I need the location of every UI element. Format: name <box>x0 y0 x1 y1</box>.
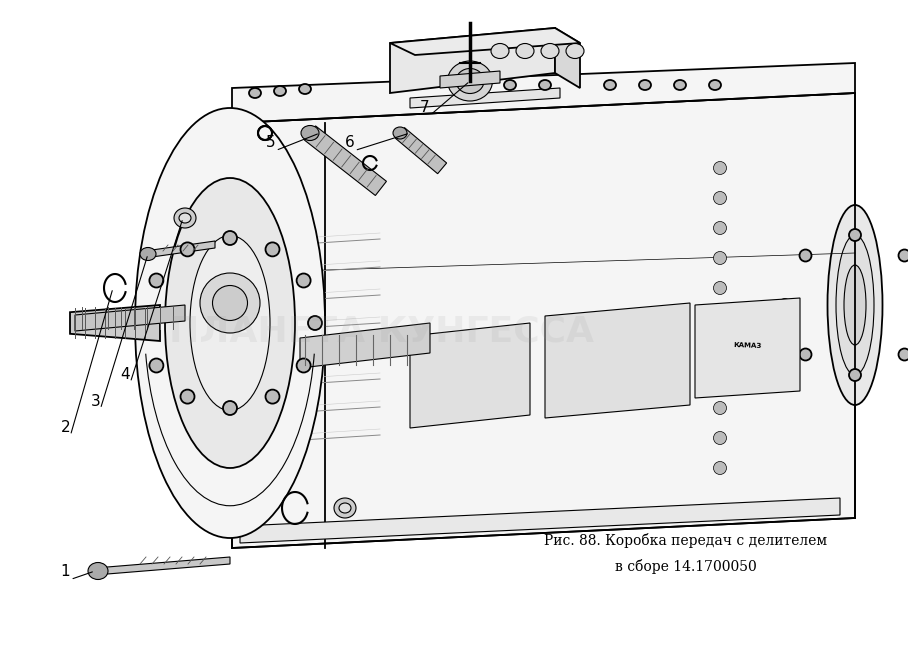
Text: 4: 4 <box>121 367 130 382</box>
Ellipse shape <box>249 88 261 98</box>
Ellipse shape <box>334 498 356 518</box>
Polygon shape <box>440 71 500 88</box>
Ellipse shape <box>88 562 108 579</box>
Ellipse shape <box>179 213 191 223</box>
Polygon shape <box>145 241 215 258</box>
Polygon shape <box>545 303 690 418</box>
Ellipse shape <box>849 369 861 381</box>
Polygon shape <box>75 305 185 331</box>
Ellipse shape <box>714 461 726 475</box>
Text: 7: 7 <box>420 100 429 115</box>
Ellipse shape <box>714 402 726 414</box>
Ellipse shape <box>297 359 311 373</box>
Text: 1: 1 <box>61 564 70 579</box>
Ellipse shape <box>899 349 908 361</box>
Ellipse shape <box>539 80 551 90</box>
Polygon shape <box>232 93 855 548</box>
Ellipse shape <box>200 273 260 333</box>
Text: 3: 3 <box>91 394 100 408</box>
Ellipse shape <box>265 390 280 404</box>
Ellipse shape <box>190 235 270 410</box>
Polygon shape <box>70 305 160 341</box>
Ellipse shape <box>456 68 484 93</box>
Ellipse shape <box>827 205 883 405</box>
Ellipse shape <box>800 349 812 361</box>
Polygon shape <box>304 126 387 196</box>
Polygon shape <box>95 557 230 575</box>
Ellipse shape <box>836 235 874 375</box>
Text: в сборе 14.1700050: в сборе 14.1700050 <box>615 560 756 574</box>
Text: ПЛАНЕТА КУНГЕССА: ПЛАНЕТА КУНГЕССА <box>169 314 594 349</box>
Ellipse shape <box>899 249 908 261</box>
Ellipse shape <box>714 251 726 265</box>
Ellipse shape <box>714 282 726 294</box>
Ellipse shape <box>709 80 721 90</box>
Ellipse shape <box>604 80 616 90</box>
Ellipse shape <box>308 316 322 330</box>
Ellipse shape <box>223 401 237 415</box>
Ellipse shape <box>541 44 559 58</box>
Ellipse shape <box>566 44 584 58</box>
Ellipse shape <box>779 299 791 311</box>
Ellipse shape <box>297 274 311 288</box>
Ellipse shape <box>181 390 194 404</box>
Ellipse shape <box>714 192 726 204</box>
Text: 5: 5 <box>266 135 275 150</box>
Polygon shape <box>232 63 855 123</box>
Ellipse shape <box>849 229 861 241</box>
Ellipse shape <box>150 274 163 288</box>
Ellipse shape <box>393 127 407 139</box>
Ellipse shape <box>138 316 152 330</box>
Ellipse shape <box>714 162 726 174</box>
Ellipse shape <box>212 286 248 320</box>
Ellipse shape <box>714 221 726 235</box>
Text: 6: 6 <box>345 135 354 150</box>
Ellipse shape <box>150 359 163 373</box>
Polygon shape <box>410 88 560 108</box>
Ellipse shape <box>448 61 492 101</box>
Ellipse shape <box>800 249 812 261</box>
Ellipse shape <box>674 80 686 90</box>
Polygon shape <box>390 28 580 55</box>
Ellipse shape <box>299 84 311 94</box>
Ellipse shape <box>844 265 866 345</box>
Polygon shape <box>396 128 447 174</box>
Ellipse shape <box>516 44 534 58</box>
Ellipse shape <box>135 108 325 538</box>
Ellipse shape <box>165 178 295 468</box>
Ellipse shape <box>274 86 286 96</box>
Polygon shape <box>555 28 580 88</box>
Polygon shape <box>300 323 430 368</box>
Text: КАМАЗ: КАМАЗ <box>734 341 762 349</box>
Polygon shape <box>695 298 800 398</box>
Polygon shape <box>390 28 555 93</box>
Polygon shape <box>240 498 840 543</box>
Ellipse shape <box>265 243 280 257</box>
Ellipse shape <box>223 231 237 245</box>
Ellipse shape <box>474 80 486 90</box>
Polygon shape <box>410 323 530 428</box>
Text: 2: 2 <box>61 420 70 435</box>
Ellipse shape <box>174 208 196 228</box>
Ellipse shape <box>639 80 651 90</box>
Ellipse shape <box>714 432 726 444</box>
Ellipse shape <box>181 243 194 257</box>
Ellipse shape <box>504 80 516 90</box>
Ellipse shape <box>491 44 509 58</box>
Ellipse shape <box>714 371 726 385</box>
Text: Рис. 88. Коробка передач с делителем: Рис. 88. Коробка передач с делителем <box>544 533 827 548</box>
Ellipse shape <box>301 125 319 141</box>
Ellipse shape <box>339 503 351 513</box>
Ellipse shape <box>140 247 156 261</box>
